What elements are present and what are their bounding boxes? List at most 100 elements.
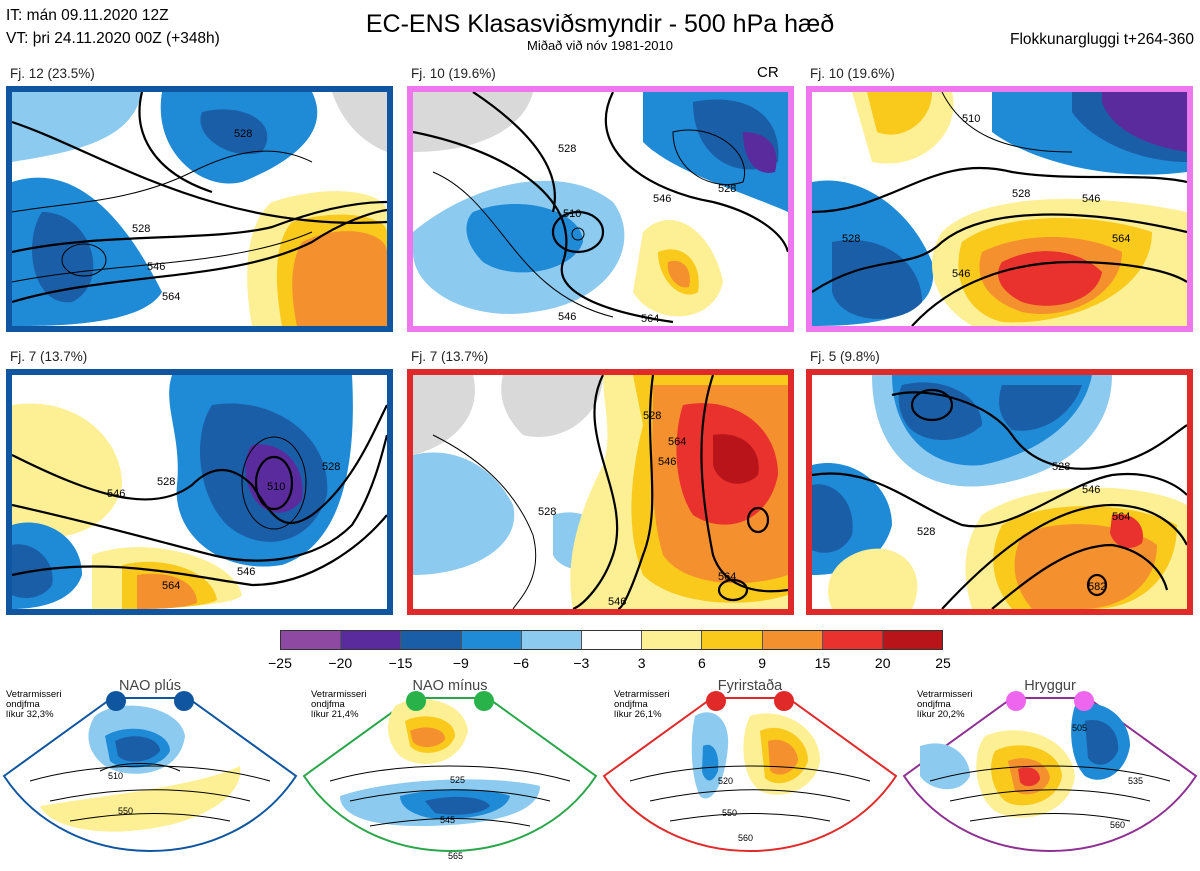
regime-dot [406,691,426,711]
anomaly-map: 528 546 564 528 546 564 [413,375,788,609]
contour-label: 510 [962,113,980,125]
anomaly-map: 528 528 546 564 [12,92,387,326]
regime-nao-minus: 525 545 565 [300,676,600,871]
colorbar-tick-label: −20 [328,655,353,671]
regime-blocking: 520 550 560 [600,676,900,871]
colorbar-swatch [581,631,643,649]
regime-dot [174,691,194,711]
contour-label: 528 [718,183,736,195]
colorbar-swatch [822,631,883,649]
contour-label: 510 [563,208,581,220]
contour-label: 546 [952,268,970,280]
contour-label: 528 [322,461,340,473]
contour-label: 528 [234,128,252,140]
contour-label: 564 [1112,511,1130,523]
colorbar-swatch [762,631,823,649]
contour-label: 528 [1012,188,1030,200]
contour-label: 564 [1112,233,1130,245]
colorbar-tick-label: 20 [874,655,891,671]
contour-label: 564 [718,571,736,583]
regime-map: 525 545 565 [302,697,598,861]
contour-label: 546 [147,261,165,273]
valid-time: VT: þri 24.11.2020 00Z (+348h) [6,30,220,47]
contour-label: 510 [267,481,285,493]
contour-label: 520 [718,776,733,786]
colorbar-swatch [461,631,522,649]
colorbar-tick-label: 25 [935,655,951,671]
colorbar-swatch [401,631,462,649]
contour-label: 564 [162,291,180,303]
contour-label: 582 [1088,581,1106,593]
contour-label: 528 [917,526,935,538]
anomaly-map: 528 510 546 528 546 564 [413,92,788,325]
regime-title: Fyrirstaða [717,678,783,694]
contour-label: 564 [162,580,180,592]
contour-label: 565 [448,851,463,861]
colorbar-swatch [882,631,943,649]
panel-6-label: Fj. 5 (9.8%) [810,349,880,364]
regime-note: Vetrarmisseri ondjfma líkur 20,2% [917,689,973,720]
cluster-map-1: 528 528 546 564 [6,86,393,332]
contour-label: 546 [653,193,671,205]
regime-nao-plus: 510 550 [0,676,300,871]
contour-label: 546 [107,488,125,500]
regime-map: 510 550 [2,697,298,852]
colorbar [280,630,943,650]
regime-dot [1006,691,1026,711]
contour-label: 550 [722,808,737,818]
regime-dot [106,691,126,711]
panel-2-label: Fj. 10 (19.6%) [411,66,496,81]
panel-5-label: Fj. 7 (13.7%) [411,349,489,364]
colorbar-tick-label: −9 [452,655,469,671]
classification-window: Flokkunargluggi t+264-360 [1010,31,1194,48]
contour-label: 550 [118,806,133,816]
contour-label: 528 [538,506,556,518]
colorbar-tick-label: 9 [758,655,767,671]
cluster-map-3: 510 528 546 564 528 546 [806,86,1193,332]
regime-title: NAO plús [118,678,182,694]
contour-label: 528 [558,143,576,155]
colorbar-tick-label: 6 [698,655,706,671]
contour-label: 546 [1082,193,1100,205]
colorbar-tick-label: −25 [268,655,292,671]
cluster-map-5: 528 546 564 528 546 564 [407,369,794,615]
contour-label: 545 [440,815,455,825]
colorbar-swatch [341,631,402,649]
colorbar-swatch [702,631,763,649]
contour-label: 546 [237,566,255,578]
page-subtitle: Miðað við nóv 1981-2010 [527,38,673,53]
regime-ridge: 505 535 560 [900,676,1200,871]
colorbar-tick-label: 15 [814,655,831,671]
contour-label: 564 [641,313,659,325]
contour-label: 546 [658,456,676,468]
colorbar-swatch [281,631,342,649]
contour-label: 528 [842,233,860,245]
regime-note: Vetrarmisseri ondjfma líkur 32,3% [6,689,62,720]
contour-label: 564 [668,436,686,448]
regime-note: Vetrarmisseri ondjfma líkur 26,1% [614,689,670,720]
panel-3-label: Fj. 10 (19.6%) [810,66,895,81]
regime-dot [774,691,794,711]
regime-map: 505 535 560 [902,697,1198,852]
contour-label: 510 [108,771,123,781]
contour-label: 560 [1110,820,1125,830]
anomaly-map: 528 546 510 546 564 528 [12,375,387,609]
contour-label: 528 [157,476,175,488]
contour-label: 546 [608,596,626,608]
contour-label: 528 [132,223,150,235]
anomaly-map: 528 546 564 582 528 [812,375,1187,609]
contour-label: 546 [1082,484,1100,496]
anomaly-map: 510 528 546 564 528 546 [812,92,1187,326]
regime-title: NAO mínus [412,678,488,694]
contour-label: 525 [450,775,465,785]
panel-1-label: Fj. 12 (23.5%) [10,66,95,81]
colorbar-tick-label: 3 [637,655,646,671]
cluster-map-6: 528 546 564 582 528 [806,369,1193,615]
contour-label: 528 [1052,461,1070,473]
contour-label: 528 [643,410,661,422]
colorbar-tick-label: −15 [388,655,413,671]
regime-title: Hryggur [1024,678,1076,694]
contour-label: 560 [738,833,753,843]
regime-dot [1074,691,1094,711]
regime-note: Vetrarmisseri ondjfma líkur 21,4% [311,689,367,720]
